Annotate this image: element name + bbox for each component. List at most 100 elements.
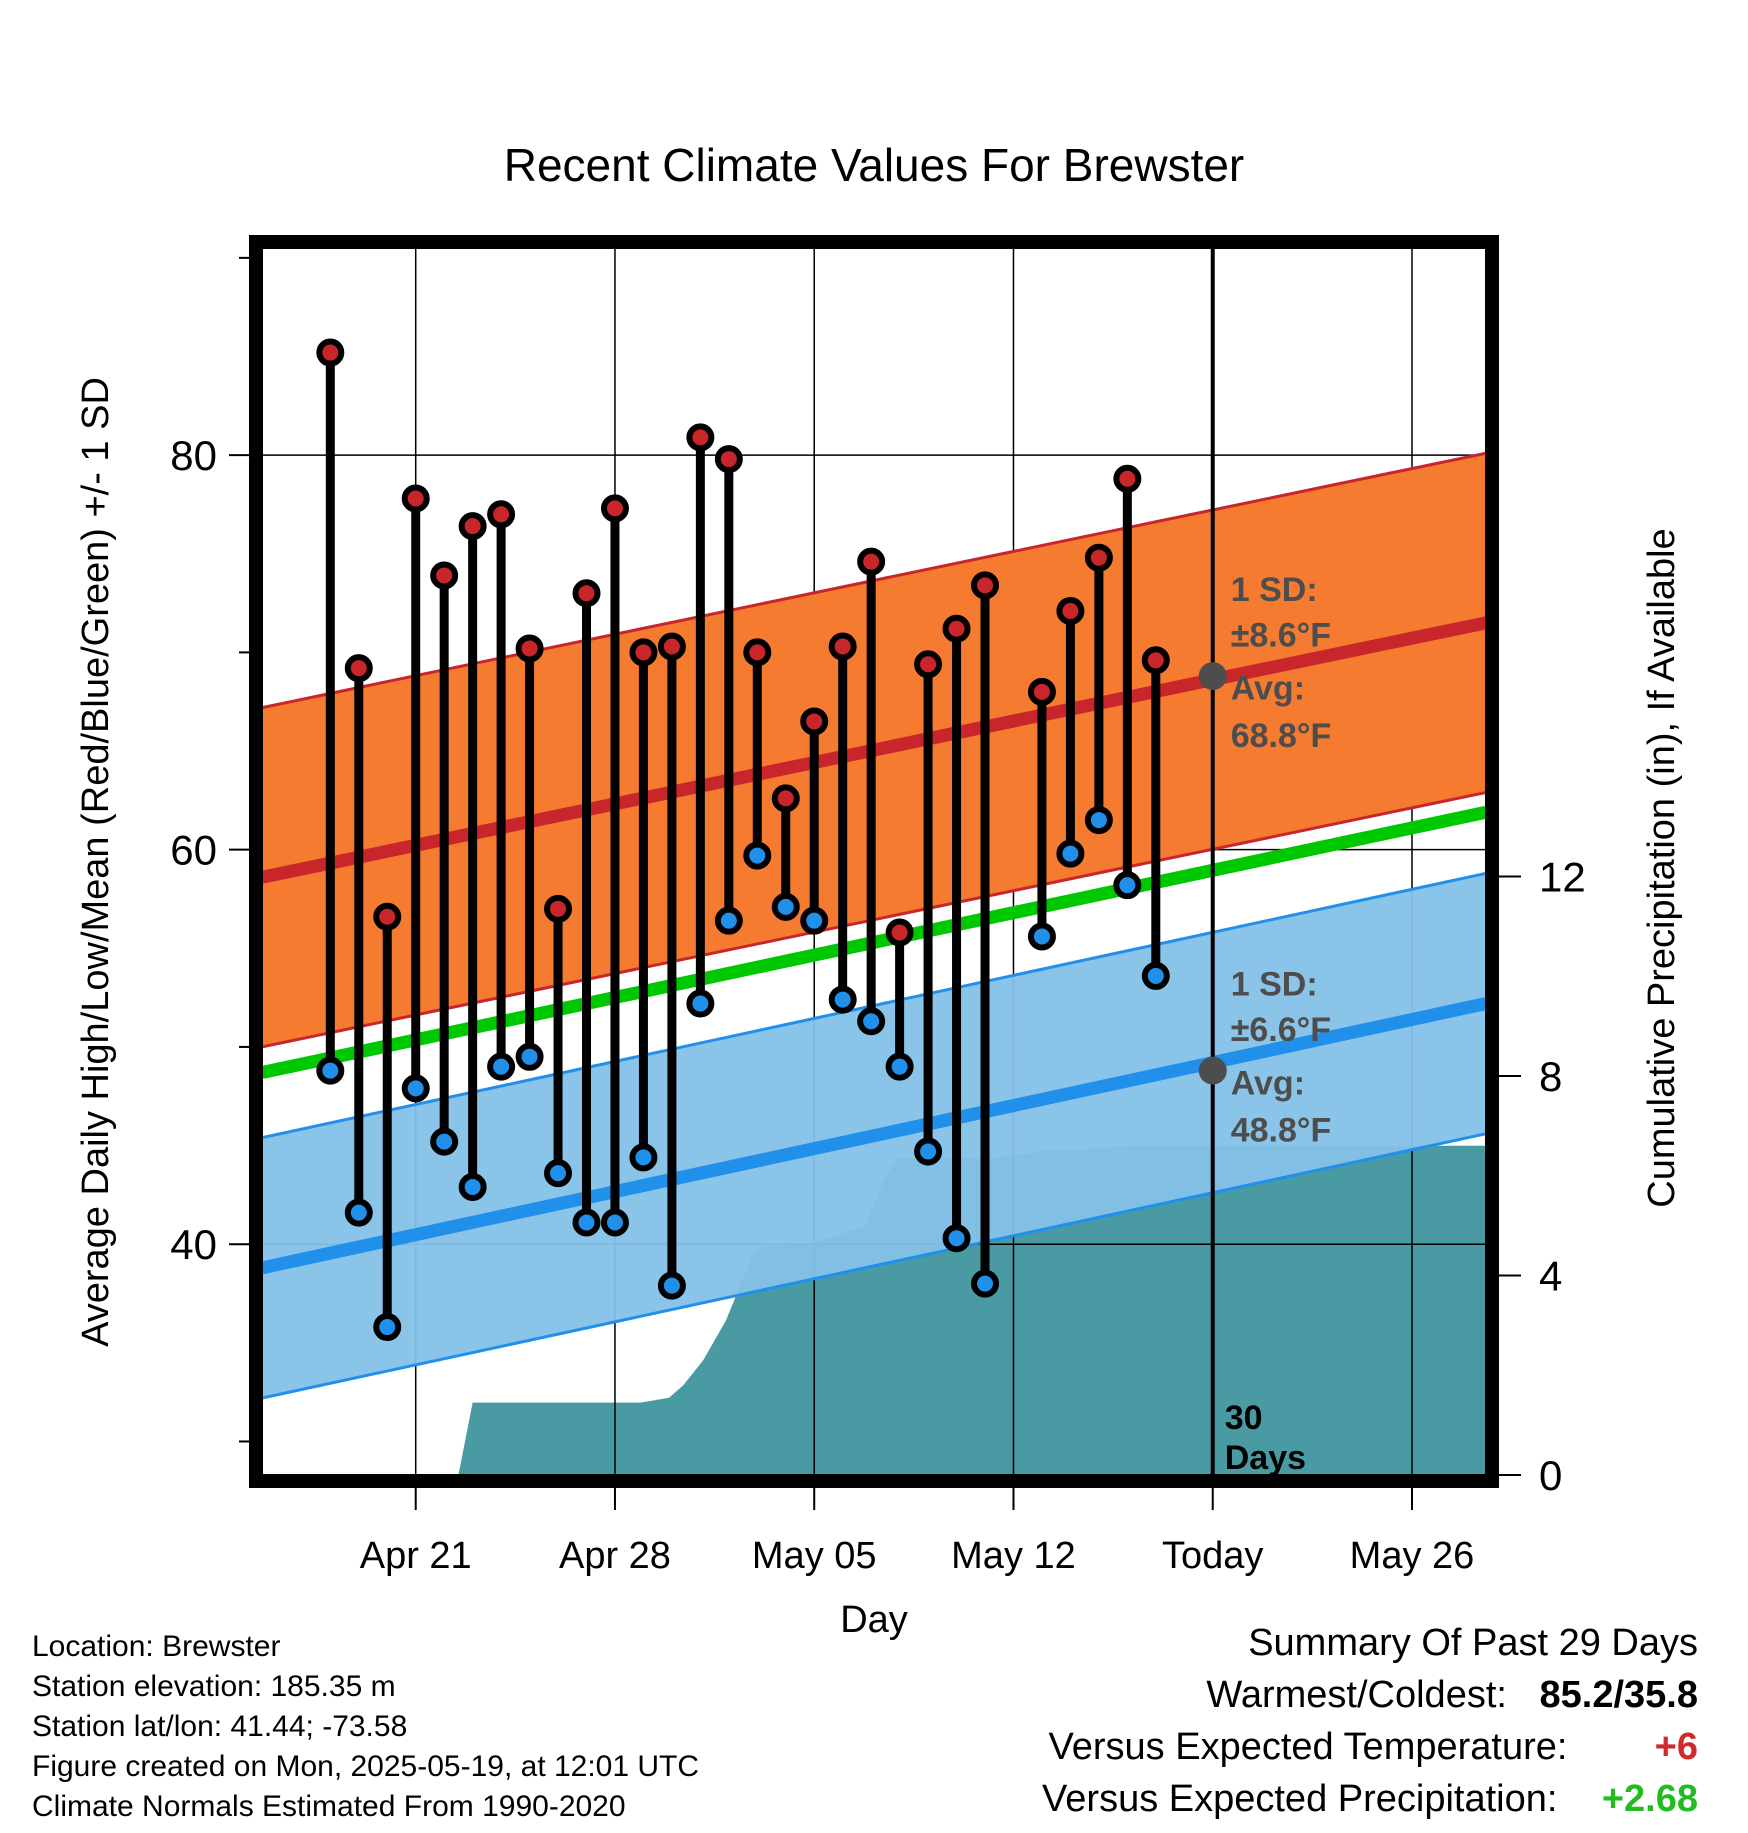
high-point <box>430 561 459 590</box>
low-point <box>1141 961 1170 990</box>
y2-tick-label: 8 <box>1539 1053 1562 1100</box>
info-created: Figure created on Mon, 2025-05-19, at 12… <box>32 1750 700 1783</box>
low-band-lower <box>262 1132 1486 1400</box>
high-point <box>885 918 914 947</box>
low-point <box>487 1052 516 1081</box>
precip-area <box>458 1145 1486 1475</box>
high-point <box>629 638 658 667</box>
high-avg-label: Avg: <box>1231 670 1305 708</box>
low-point <box>344 1198 373 1227</box>
high-point <box>1056 596 1085 625</box>
y2-tick-label: 12 <box>1539 853 1586 900</box>
low-avg-value: 48.8°F <box>1231 1112 1332 1150</box>
low-avg-label: Avg: <box>1231 1064 1305 1102</box>
today-low-avg-marker <box>1198 1056 1227 1085</box>
high-point <box>714 445 743 474</box>
summary-block: Summary Of Past 29 Days Warmest/Coldest:… <box>1042 1622 1698 1830</box>
low-avg-line <box>262 997 1486 1275</box>
x-tick-label: Today <box>1162 1535 1263 1577</box>
low-point <box>857 1007 886 1036</box>
low-point <box>771 892 800 921</box>
info-location: Location: Brewster <box>32 1630 281 1663</box>
y-tick-label: 80 <box>170 432 217 479</box>
high-point <box>544 894 573 923</box>
x-tick-label: May 12 <box>951 1535 1076 1577</box>
x-tick-label: Apr 21 <box>360 1535 472 1577</box>
low-point <box>942 1224 971 1253</box>
info-latlon: Station lat/lon: 41.44; -73.58 <box>32 1710 408 1743</box>
low-point <box>401 1074 430 1103</box>
low-point <box>657 1271 686 1300</box>
window-label-number: 30 <box>1225 1399 1263 1437</box>
high-point <box>1113 464 1142 493</box>
high-point <box>971 571 1000 600</box>
summary-precip-label: Versus Expected Precipitation: <box>1042 1778 1558 1820</box>
summary-temp-value: +6 <box>1654 1726 1698 1768</box>
low-point <box>971 1269 1000 1298</box>
y2-tick-label: 0 <box>1539 1452 1562 1499</box>
low-point <box>515 1042 544 1071</box>
low-point <box>600 1208 629 1237</box>
y2-axis-label: Cumulative Precipitation (in), If Availa… <box>1641 528 1683 1207</box>
summary-warm-value: 85.2/35.8 <box>1539 1674 1698 1716</box>
high-point <box>373 902 402 931</box>
summary-precip-row: Versus Expected Precipitation: +2.68 <box>1042 1778 1698 1830</box>
low-sd-value: ±6.6°F <box>1231 1011 1331 1049</box>
low-point <box>686 989 715 1018</box>
summary-temp-row: Versus Expected Temperature: +6 <box>1042 1726 1698 1778</box>
y-axis-label: Average Daily High/Low/Mean (Red/Blue/Gr… <box>75 377 117 1347</box>
high-point <box>828 632 857 661</box>
summary-warm-row: Warmest/Coldest: 85.2/35.8 <box>1042 1674 1698 1726</box>
plot-frame <box>249 235 1499 1488</box>
high-point <box>771 784 800 813</box>
low-point <box>1056 839 1085 868</box>
low-point <box>373 1313 402 1342</box>
high-point <box>316 338 345 367</box>
low-point <box>828 985 857 1014</box>
low-point <box>714 906 743 935</box>
x-tick-label: May 05 <box>752 1535 877 1577</box>
summary-warm-label: Warmest/Coldest: <box>1206 1674 1507 1716</box>
station-info: Location: Brewster Station elevation: 18… <box>32 1630 699 1824</box>
x-tick-label: Apr 28 <box>559 1535 671 1577</box>
low-point <box>1113 871 1142 900</box>
low-sd-label: 1 SD: <box>1231 966 1318 1004</box>
high-point <box>743 638 772 667</box>
high-point <box>657 632 686 661</box>
summary-temp-label: Versus Expected Temperature: <box>1048 1726 1568 1768</box>
high-point <box>487 500 516 529</box>
high-point <box>458 512 487 541</box>
x-axis-label: Day <box>840 1599 908 1641</box>
low-point <box>1027 922 1056 951</box>
low-point <box>430 1127 459 1156</box>
y2-tick-label: 4 <box>1539 1252 1562 1299</box>
high-point <box>686 423 715 452</box>
high-point <box>914 650 943 679</box>
info-normals: Climate Normals Estimated From 1990-2020 <box>32 1790 626 1823</box>
high-avg-value: 68.8°F <box>1231 717 1332 755</box>
y-tick-label: 60 <box>170 827 217 874</box>
low-point <box>800 906 829 935</box>
low-point <box>885 1052 914 1081</box>
high-sd-value: ±8.6°F <box>1231 616 1331 654</box>
window-label-days: Days <box>1225 1439 1306 1477</box>
chart-title: Recent Climate Values For Brewster <box>504 139 1245 191</box>
summary-title: Summary Of Past 29 Days <box>1248 1622 1698 1664</box>
high-point <box>1027 677 1056 706</box>
high-point <box>1084 543 1113 572</box>
info-elevation: Station elevation: 185.35 m <box>32 1670 396 1703</box>
y-tick-label: 40 <box>170 1221 217 1268</box>
high-point <box>401 484 430 513</box>
high-point <box>800 707 829 736</box>
high-point <box>857 547 886 576</box>
low-point <box>743 841 772 870</box>
low-point <box>316 1056 345 1085</box>
high-point <box>600 494 629 523</box>
low-point <box>1084 806 1113 835</box>
high-point <box>515 634 544 663</box>
high-point <box>572 579 601 608</box>
x-tick-label: May 26 <box>1350 1535 1475 1577</box>
high-point <box>1141 646 1170 675</box>
